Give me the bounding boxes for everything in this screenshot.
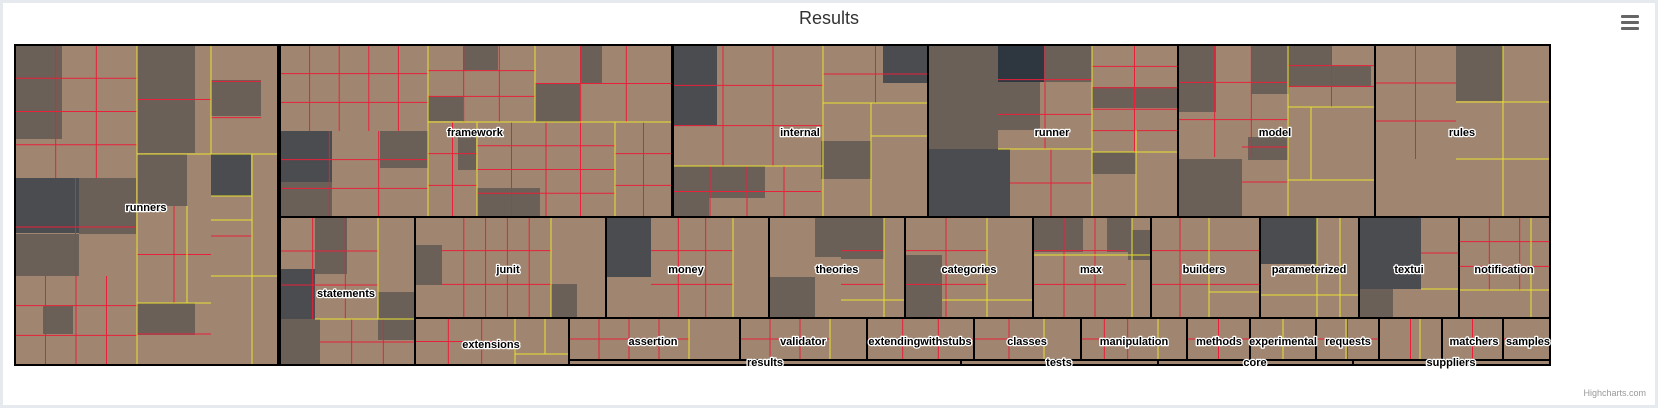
treemap-leaf-shade: [79, 178, 136, 234]
treemap-label-textui: textui: [1394, 264, 1423, 276]
treemap-leaf-shade: [280, 131, 332, 182]
treemap-leaf-shade: [1359, 289, 1393, 318]
treemap-leaf-shade: [998, 82, 1040, 130]
treemap-leaf-shade: [841, 217, 884, 259]
treemap-label-extensions: extensions: [462, 339, 519, 351]
treemap-leaf-shade: [15, 45, 62, 101]
treemap-cell-builders: [1151, 217, 1260, 318]
treemap-label-theories: theories: [816, 264, 859, 276]
treemap-label-runners: runners: [126, 202, 167, 214]
treemap-label-validator: validator: [780, 336, 827, 348]
treemap-label-internal: internal: [780, 127, 820, 139]
treemap-leaf-shade: [458, 135, 476, 170]
treemap-leaf-shade: [580, 45, 602, 84]
chart-title: Results: [798, 8, 860, 28]
treemap-label-suppliers: suppliers: [1427, 357, 1476, 369]
treemap-leaf-shade: [280, 269, 315, 319]
treemap-leaf-shade: [1178, 45, 1216, 112]
treemap-label-experimental: experimental: [1249, 336, 1317, 348]
treemap-cell-results: [569, 360, 961, 365]
treemap-label-rules: rules: [1449, 127, 1475, 139]
treemap-label-money: money: [668, 264, 704, 276]
treemap-leaf-shade: [883, 45, 928, 83]
treemap-leaf-shade: [905, 255, 942, 318]
treemap-leaf-shade: [928, 149, 1010, 217]
treemap-leaf-shade: [1359, 217, 1421, 289]
treemap-leaf-shade: [1033, 217, 1083, 252]
treemap-leaf-shade: [535, 84, 580, 122]
treemap-leaf-shade: [1107, 217, 1132, 252]
treemap-label-core: core: [1243, 357, 1266, 369]
treemap-leaf-shade: [315, 217, 347, 274]
treemap-leaf-shade: [815, 217, 841, 257]
treemap-label-categories: categories: [941, 264, 996, 276]
treemap-leaf-shade: [551, 284, 577, 318]
treemap-label-parameterized: parameterized: [1272, 264, 1347, 276]
treemap-label-junit: junit: [495, 264, 520, 276]
treemap-package-border-runners: [14, 44, 279, 366]
treemap-label-samples: samples: [1506, 336, 1550, 348]
hamburger-menu-icon[interactable]: [1618, 12, 1642, 34]
treemap-leaf-shade: [378, 292, 415, 340]
treemap-leaf-shade: [1248, 137, 1288, 160]
treemap-leaf-shade: [928, 45, 998, 109]
treemap-label-max: max: [1080, 264, 1103, 276]
treemap-leaf-shade: [1260, 217, 1317, 264]
treemap-label-requests: requests: [1325, 336, 1371, 348]
treemap-cell-tests: [961, 360, 1158, 365]
treemap-leaf-shade: [1456, 45, 1503, 101]
treemap-leaf-shade: [428, 96, 463, 121]
treemap-leaf-shade: [477, 188, 540, 217]
treemap-leaf-shade: [928, 109, 998, 149]
treemap-label-runner: runner: [1035, 127, 1071, 139]
treemap-label-notification: notification: [1474, 264, 1534, 276]
treemap-package-border: [1378, 317, 1443, 361]
treemap-leaf-shade: [211, 154, 251, 196]
treemap-leaf-shade: [998, 45, 1044, 82]
treemap-leaf-shade: [415, 245, 442, 285]
treemap-leaf-shade: [1331, 66, 1371, 87]
treemap-label-statements: statements: [317, 288, 375, 300]
treemap-label-methods: methods: [1196, 336, 1242, 348]
treemap-label-framework: framework: [447, 127, 504, 139]
treemap-cell-core: [1158, 360, 1353, 365]
treemap-leaf-shade: [821, 141, 871, 179]
treemap-leaf-shade: [380, 131, 428, 168]
treemap-leaf-shade: [1092, 152, 1136, 174]
treemap-leaf-shade: [769, 277, 815, 318]
treemap-label-manipulation: manipulation: [1100, 336, 1169, 348]
treemap-leaf-shade: [280, 182, 332, 217]
treemap-label-results: results: [747, 357, 783, 369]
treemap-label-model: model: [1259, 127, 1291, 139]
treemap-cell-notification: [1459, 217, 1550, 318]
treemap-leaf-shade: [137, 303, 195, 335]
treemap-leaf-shade: [43, 306, 73, 334]
treemap-leaf-shade: [211, 80, 261, 116]
credits-link[interactable]: Highcharts.com: [1583, 388, 1646, 398]
treemap-leaf-shade: [1178, 159, 1242, 217]
treemap-leaf-shade: [15, 101, 62, 139]
treemap-leaf-shade: [1251, 45, 1289, 94]
treemap-leaf-shade: [1128, 230, 1151, 260]
treemap-cell-suppliers: [1353, 360, 1550, 365]
treemap-leaf-shade: [15, 178, 79, 233]
treemap-label-extendingwithstubs: extendingwithstubs: [868, 336, 971, 348]
treemap-leaf-shade: [137, 154, 187, 206]
treemap-leaf-shade: [606, 217, 651, 277]
treemap-leaf-shade: [1044, 45, 1092, 82]
treemap-leaf-shade: [15, 234, 79, 276]
treemap-package-border-suppliers: [1352, 359, 1551, 366]
treemap-label-classes: classes: [1007, 336, 1047, 348]
treemap-leaf-shade: [280, 319, 320, 365]
treemap-label-assertion: assertion: [629, 336, 678, 348]
treemap-label-matchers: matchers: [1450, 336, 1499, 348]
treemap-leaf-shade: [463, 45, 498, 70]
treemap-label-builders: builders: [1183, 264, 1226, 276]
treemap-leaf-shade: [709, 166, 765, 198]
treemap-label-tests: tests: [1046, 357, 1072, 369]
